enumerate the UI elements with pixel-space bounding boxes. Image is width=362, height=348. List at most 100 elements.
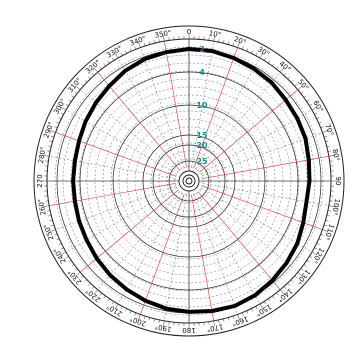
- degree-tick: [276, 66, 279, 70]
- degree-tick: [48, 215, 52, 217]
- degree-tick: [251, 308, 253, 312]
- degree-tick: [303, 95, 307, 98]
- angle-label: 20°: [233, 35, 247, 47]
- degree-tick: [84, 279, 88, 282]
- degree-tick: [314, 112, 318, 115]
- angle-label: 80°: [331, 148, 341, 162]
- angle-label: 220°: [84, 287, 102, 304]
- degree-tick: [148, 317, 151, 321]
- degree-tick: [107, 60, 110, 64]
- degree-tick: [129, 48, 132, 52]
- degree-tick: [91, 73, 95, 76]
- degree-tick: [71, 264, 75, 267]
- degree-tick: [223, 318, 225, 322]
- degree-tick: [163, 35, 165, 42]
- degree-tick: [49, 130, 56, 133]
- spoke: [49, 156, 176, 179]
- data-series-line: [71, 47, 312, 314]
- angle-label: 260°: [37, 198, 48, 216]
- degree-tick: [303, 264, 307, 267]
- degree-tick: [47, 150, 51, 152]
- degree-tick: [153, 318, 155, 322]
- degree-tick: [129, 310, 132, 314]
- degree-tick: [56, 121, 60, 124]
- degree-tick: [322, 229, 329, 232]
- degree-tick: [143, 315, 146, 319]
- degree-tick: [213, 320, 215, 327]
- degree-tick: [99, 66, 102, 70]
- degree-tick: [323, 135, 327, 138]
- degree-tick: [49, 219, 53, 222]
- ring-label: 15: [196, 131, 208, 140]
- spoke: [193, 194, 238, 315]
- degree-tick: [84, 80, 88, 83]
- accent-spoke: [193, 47, 238, 168]
- degree-tick: [65, 103, 69, 106]
- degree-tick: [311, 106, 318, 111]
- degree-tick: [300, 91, 304, 94]
- spoke: [202, 132, 323, 177]
- center-ring-inner: [185, 177, 193, 185]
- degree-tick: [227, 41, 230, 45]
- ring-label: 20: [196, 141, 208, 150]
- degree-tick: [143, 43, 146, 47]
- degree-tick: [268, 298, 271, 302]
- degree-tick: [218, 39, 220, 43]
- degree-tick: [58, 243, 62, 245]
- degree-tick: [60, 112, 64, 115]
- degree-tick: [300, 268, 304, 271]
- polar-curve-layer: [71, 47, 312, 314]
- degree-tick: [158, 39, 160, 43]
- degree-tick: [103, 295, 106, 299]
- degree-tick: [81, 275, 84, 279]
- degree-tick: [259, 52, 264, 59]
- degree-tick: [58, 117, 62, 119]
- degree-tick: [251, 50, 253, 54]
- degree-tick: [81, 83, 84, 87]
- ring-label: 4: [199, 68, 205, 77]
- angle-label: 190°: [154, 322, 172, 333]
- degree-tick: [93, 289, 98, 295]
- degree-tick: [47, 210, 51, 212]
- outer-ring: [33, 25, 345, 337]
- accent-spoke: [49, 183, 176, 206]
- degree-tick: [88, 76, 91, 80]
- degree-tick: [237, 41, 240, 48]
- center-ring-outer: [178, 170, 200, 192]
- degree-tick: [218, 319, 220, 323]
- degree-tick: [91, 286, 95, 289]
- degree-tick: [283, 73, 287, 76]
- spoke: [117, 193, 183, 305]
- degree-tick: [246, 310, 249, 314]
- spoke: [65, 187, 177, 253]
- degree-tick: [54, 233, 58, 236]
- degree-tick: [60, 247, 64, 250]
- degree-tick: [327, 150, 331, 152]
- degree-tick: [49, 140, 53, 143]
- degree-tick: [309, 103, 313, 106]
- angle-label: 140°: [276, 287, 294, 304]
- angle-label: 320°: [84, 58, 102, 75]
- degree-tick: [268, 60, 271, 64]
- degree-tick: [325, 140, 329, 143]
- degree-tick: [306, 99, 310, 102]
- spoke: [197, 72, 281, 171]
- degree-tick: [287, 76, 290, 80]
- degree-tick: [93, 67, 98, 73]
- degree-tick: [114, 52, 119, 59]
- degree-tick: [323, 224, 327, 227]
- degree-tick: [56, 238, 60, 241]
- degree-tick: [325, 219, 329, 222]
- angle-label: 150°: [254, 302, 273, 317]
- degree-tick: [213, 35, 215, 42]
- degree-tick: [74, 268, 78, 271]
- degree-tick: [309, 256, 313, 259]
- spoke: [55, 185, 176, 230]
- accent-spoke: [140, 194, 185, 315]
- degree-tick: [134, 312, 137, 316]
- angle-label: 10°: [208, 29, 222, 39]
- degree-tick: [320, 233, 324, 236]
- degree-tick: [153, 40, 155, 44]
- degree-tick: [125, 308, 127, 312]
- degree-tick: [103, 63, 106, 67]
